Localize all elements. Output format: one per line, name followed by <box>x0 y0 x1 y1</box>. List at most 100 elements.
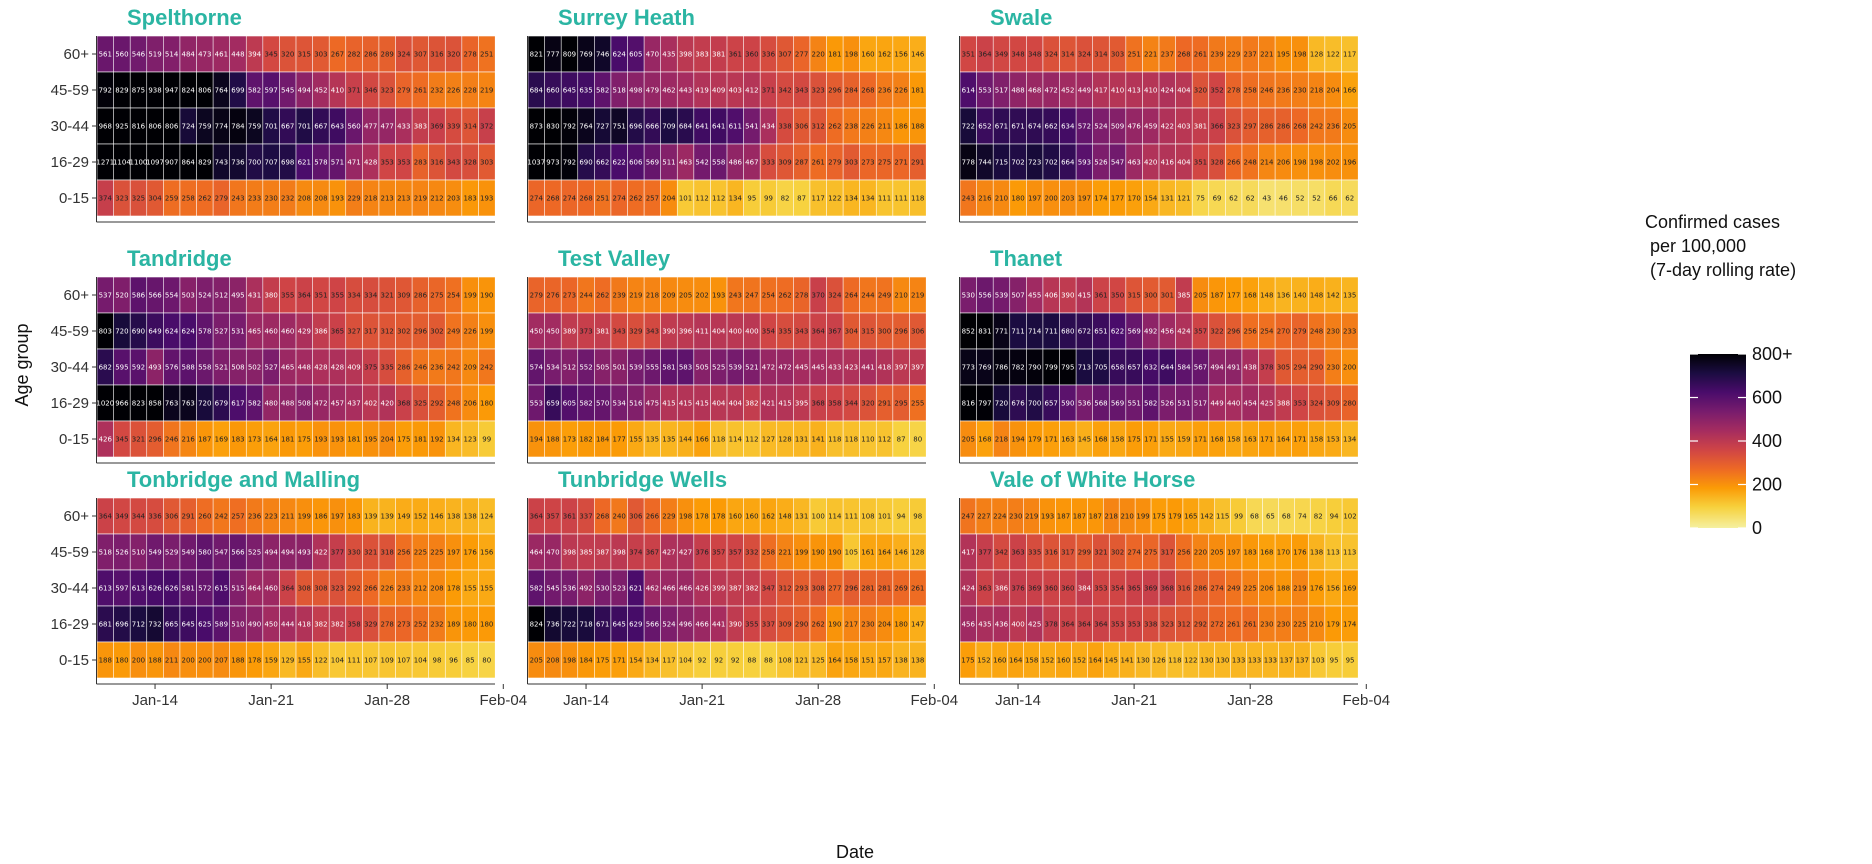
cell-label: 303 <box>1111 51 1124 59</box>
cell-label: 155 <box>629 436 642 444</box>
cell-label: 381 <box>712 51 725 59</box>
cell-label: 244 <box>579 292 593 300</box>
cell-label: 1020 <box>96 400 114 408</box>
cell-label: 477 <box>381 123 394 131</box>
cell-label: 166 <box>1343 87 1357 95</box>
cell-label: 558 <box>198 364 211 372</box>
cell-label: 199 <box>298 513 311 521</box>
cell-label: 286 <box>397 364 411 372</box>
cell-label: 644 <box>1161 364 1175 372</box>
cell-label: 266 <box>1227 159 1241 167</box>
cell-label: 428 <box>331 364 344 372</box>
cell-label: 1100 <box>130 159 148 167</box>
cell-label: 301 <box>1161 292 1174 300</box>
cell-label: 597 <box>264 87 277 95</box>
cell-label: 312 <box>381 328 394 336</box>
cell-label: 101 <box>878 513 891 521</box>
cell-label: 571 <box>331 159 344 167</box>
cell-label: 364 <box>1078 621 1092 629</box>
cell-label: 365 <box>1127 585 1140 593</box>
cell-label: 519 <box>148 51 161 59</box>
cell-label: 488 <box>281 400 294 408</box>
cell-label: 103 <box>1312 657 1325 665</box>
cell-label: 443 <box>679 87 692 95</box>
cell-label: 624 <box>182 328 196 336</box>
cell-label: 257 <box>646 195 659 203</box>
cell-label: 140 <box>1293 292 1306 300</box>
heatmap-cell <box>909 179 927 217</box>
cell-label: 181 <box>911 87 924 95</box>
cell-label: 210 <box>995 195 1008 203</box>
cell-label: 448 <box>298 364 311 372</box>
cell-label: 113 <box>1343 549 1356 557</box>
cell-label: 154 <box>629 657 643 665</box>
cell-label: 145 <box>1078 436 1091 444</box>
cell-label: 613 <box>99 585 112 593</box>
cell-label: 357 <box>1194 328 1207 336</box>
cell-label: 354 <box>1111 585 1125 593</box>
cell-label: 232 <box>281 195 294 203</box>
cell-label: 181 <box>828 51 841 59</box>
cell-label: 415 <box>679 400 692 408</box>
y-tick-label: 0-15 <box>59 190 89 207</box>
cell-label: 858 <box>148 400 161 408</box>
cell-label: 529 <box>165 549 178 557</box>
cell-label: 183 <box>231 436 244 444</box>
cell-label: 277 <box>795 51 808 59</box>
cell-label: 605 <box>563 400 576 408</box>
cell-label: 137 <box>1280 657 1293 665</box>
cell-label: 309 <box>1326 400 1339 408</box>
cell-label: 131 <box>1161 195 1174 203</box>
cell-label: 303 <box>314 51 327 59</box>
cell-label: 193 <box>331 436 344 444</box>
cell-label: 621 <box>629 585 642 593</box>
cell-label: 373 <box>579 328 592 336</box>
cell-label: 410 <box>331 87 344 95</box>
cell-label: 441 <box>861 364 874 372</box>
cell-label: 662 <box>1045 123 1058 131</box>
cell-label: 364 <box>1061 621 1075 629</box>
cell-label: 713 <box>1078 364 1091 372</box>
cell-label: 667 <box>281 123 294 131</box>
cell-label: 230 <box>1326 328 1339 336</box>
cell-label: 130 <box>1216 657 1229 665</box>
panel-title: Tunbridge Wells <box>558 467 727 492</box>
cell-label: 88 <box>747 657 756 665</box>
cell-label: 588 <box>182 364 195 372</box>
cell-label: 398 <box>679 51 692 59</box>
cell-label: 590 <box>1061 400 1074 408</box>
cell-label: 248 <box>1310 328 1323 336</box>
cell-label: 238 <box>845 123 858 131</box>
cell-label: 163 <box>1244 436 1257 444</box>
cell-label: 249 <box>1227 585 1240 593</box>
cell-label: 134 <box>861 195 875 203</box>
cell-label: 476 <box>1127 123 1141 131</box>
cell-label: 323 <box>115 195 128 203</box>
cell-label: 527 <box>264 364 277 372</box>
cell-label: 158 <box>1310 436 1323 444</box>
cell-label: 212 <box>430 195 443 203</box>
cell-label: 237 <box>1161 51 1174 59</box>
cell-label: 212 <box>414 585 427 593</box>
cell-label: 582 <box>596 87 609 95</box>
cell-label: 496 <box>679 621 693 629</box>
x-axis-title: Date <box>836 842 874 862</box>
cell-label: 261 <box>414 87 427 95</box>
cell-label: 180 <box>894 621 907 629</box>
cell-label: 112 <box>712 195 725 203</box>
cell-label: 133 <box>1248 657 1261 665</box>
cell-label: 671 <box>596 621 609 629</box>
cell-label: 456 <box>1161 328 1175 336</box>
cell-label: 797 <box>978 400 991 408</box>
cell-label: 297 <box>1244 123 1257 131</box>
cell-label: 381 <box>1194 123 1207 131</box>
cell-label: 314 <box>463 123 477 131</box>
cell-label: 377 <box>331 549 344 557</box>
cell-label: 206 <box>1277 159 1291 167</box>
cell-label: 353 <box>397 159 410 167</box>
cell-label: 152 <box>1073 657 1086 665</box>
cell-label: 141 <box>1120 657 1133 665</box>
cell-label: 162 <box>878 51 891 59</box>
cell-label: 456 <box>962 621 976 629</box>
